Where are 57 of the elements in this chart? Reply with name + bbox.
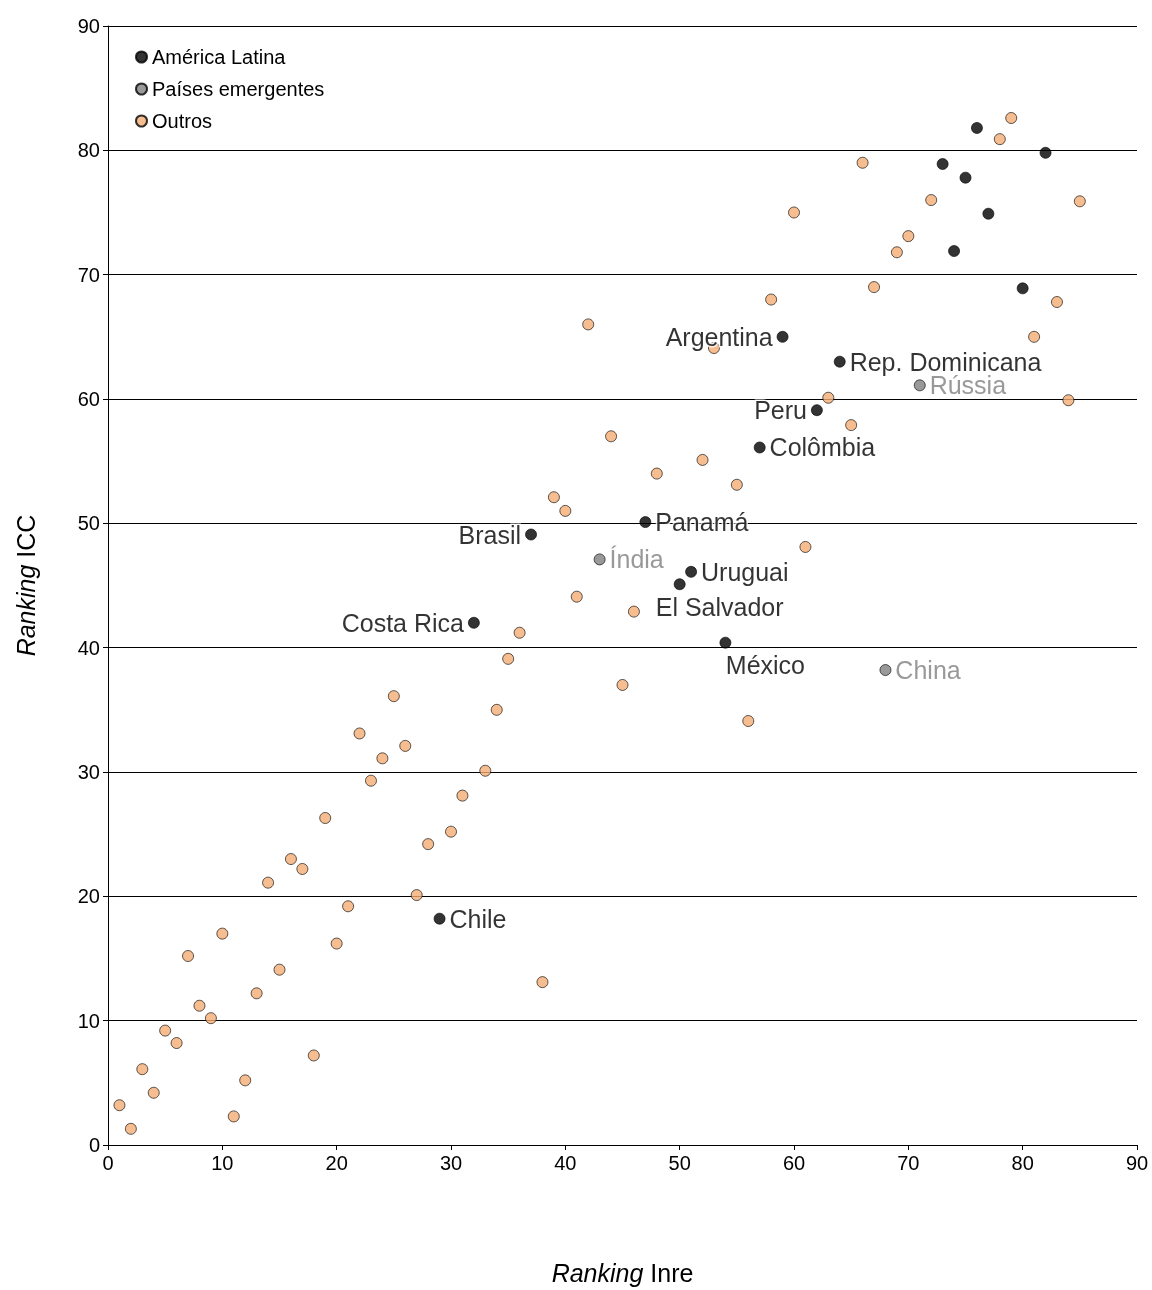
point: [982, 207, 995, 220]
x-tick-label: 40: [554, 1152, 577, 1174]
data-label: El Salvador: [655, 592, 784, 621]
point: [959, 171, 972, 184]
data-label: China: [895, 656, 961, 685]
point: [833, 355, 846, 368]
x-tick-label: 60: [782, 1152, 806, 1174]
data-label: Brasil: [458, 520, 522, 549]
y-tick-label: 40: [77, 636, 100, 659]
point: [525, 528, 537, 541]
y-tick-label: 60: [77, 388, 100, 410]
x-tick-label: 90: [1125, 1152, 1149, 1174]
data-label: Peru: [754, 396, 807, 425]
data-label: Uruguai: [701, 557, 789, 586]
point: [673, 578, 686, 591]
point: [948, 245, 960, 257]
point: [467, 616, 480, 629]
data-label: Costa Rica: [341, 608, 465, 637]
data-label: México: [725, 651, 805, 680]
y-tick-label: 0: [88, 1134, 100, 1156]
point: [753, 441, 766, 454]
data-label: Colômbia: [769, 433, 876, 462]
point: [879, 664, 892, 676]
y-tick-label: 70: [77, 263, 100, 286]
point: [593, 553, 606, 566]
y-tick-label: 90: [77, 15, 100, 37]
point: [1039, 146, 1052, 159]
point: [1016, 282, 1029, 295]
point: [776, 330, 789, 343]
x-tick-label: 50: [668, 1152, 691, 1174]
y-tick-label: 50: [77, 512, 100, 535]
data-label: Chile: [449, 904, 507, 933]
point: [719, 636, 732, 649]
x-axis-title: Ranking Inre: [551, 1258, 694, 1287]
y-tick-label: 10: [77, 1009, 100, 1032]
legend-label: Outros: [152, 110, 213, 132]
x-tick-label: 0: [102, 1152, 114, 1174]
legend-label: América Latina: [152, 46, 287, 68]
x-tick-label: 20: [325, 1152, 348, 1174]
data-label: Argentina: [665, 322, 773, 351]
point: [971, 122, 983, 134]
y-tick-label: 30: [77, 761, 100, 783]
point: [433, 912, 446, 925]
point: [913, 379, 926, 392]
point: [685, 565, 697, 578]
data-label: Índia: [609, 545, 664, 574]
x-tick-label: 10: [211, 1152, 234, 1174]
point: [936, 158, 949, 170]
point: [639, 516, 652, 528]
point: [810, 404, 823, 417]
y-tick-label: 20: [77, 885, 100, 908]
x-tick-label: 30: [439, 1152, 463, 1174]
x-tick-label: 70: [897, 1152, 920, 1174]
y-tick-label: 80: [77, 139, 100, 162]
x-tick-label: 80: [1011, 1152, 1034, 1174]
legend-label: Países emergentes: [152, 78, 325, 100]
y-axis-title: Ranking ICC: [11, 514, 40, 657]
